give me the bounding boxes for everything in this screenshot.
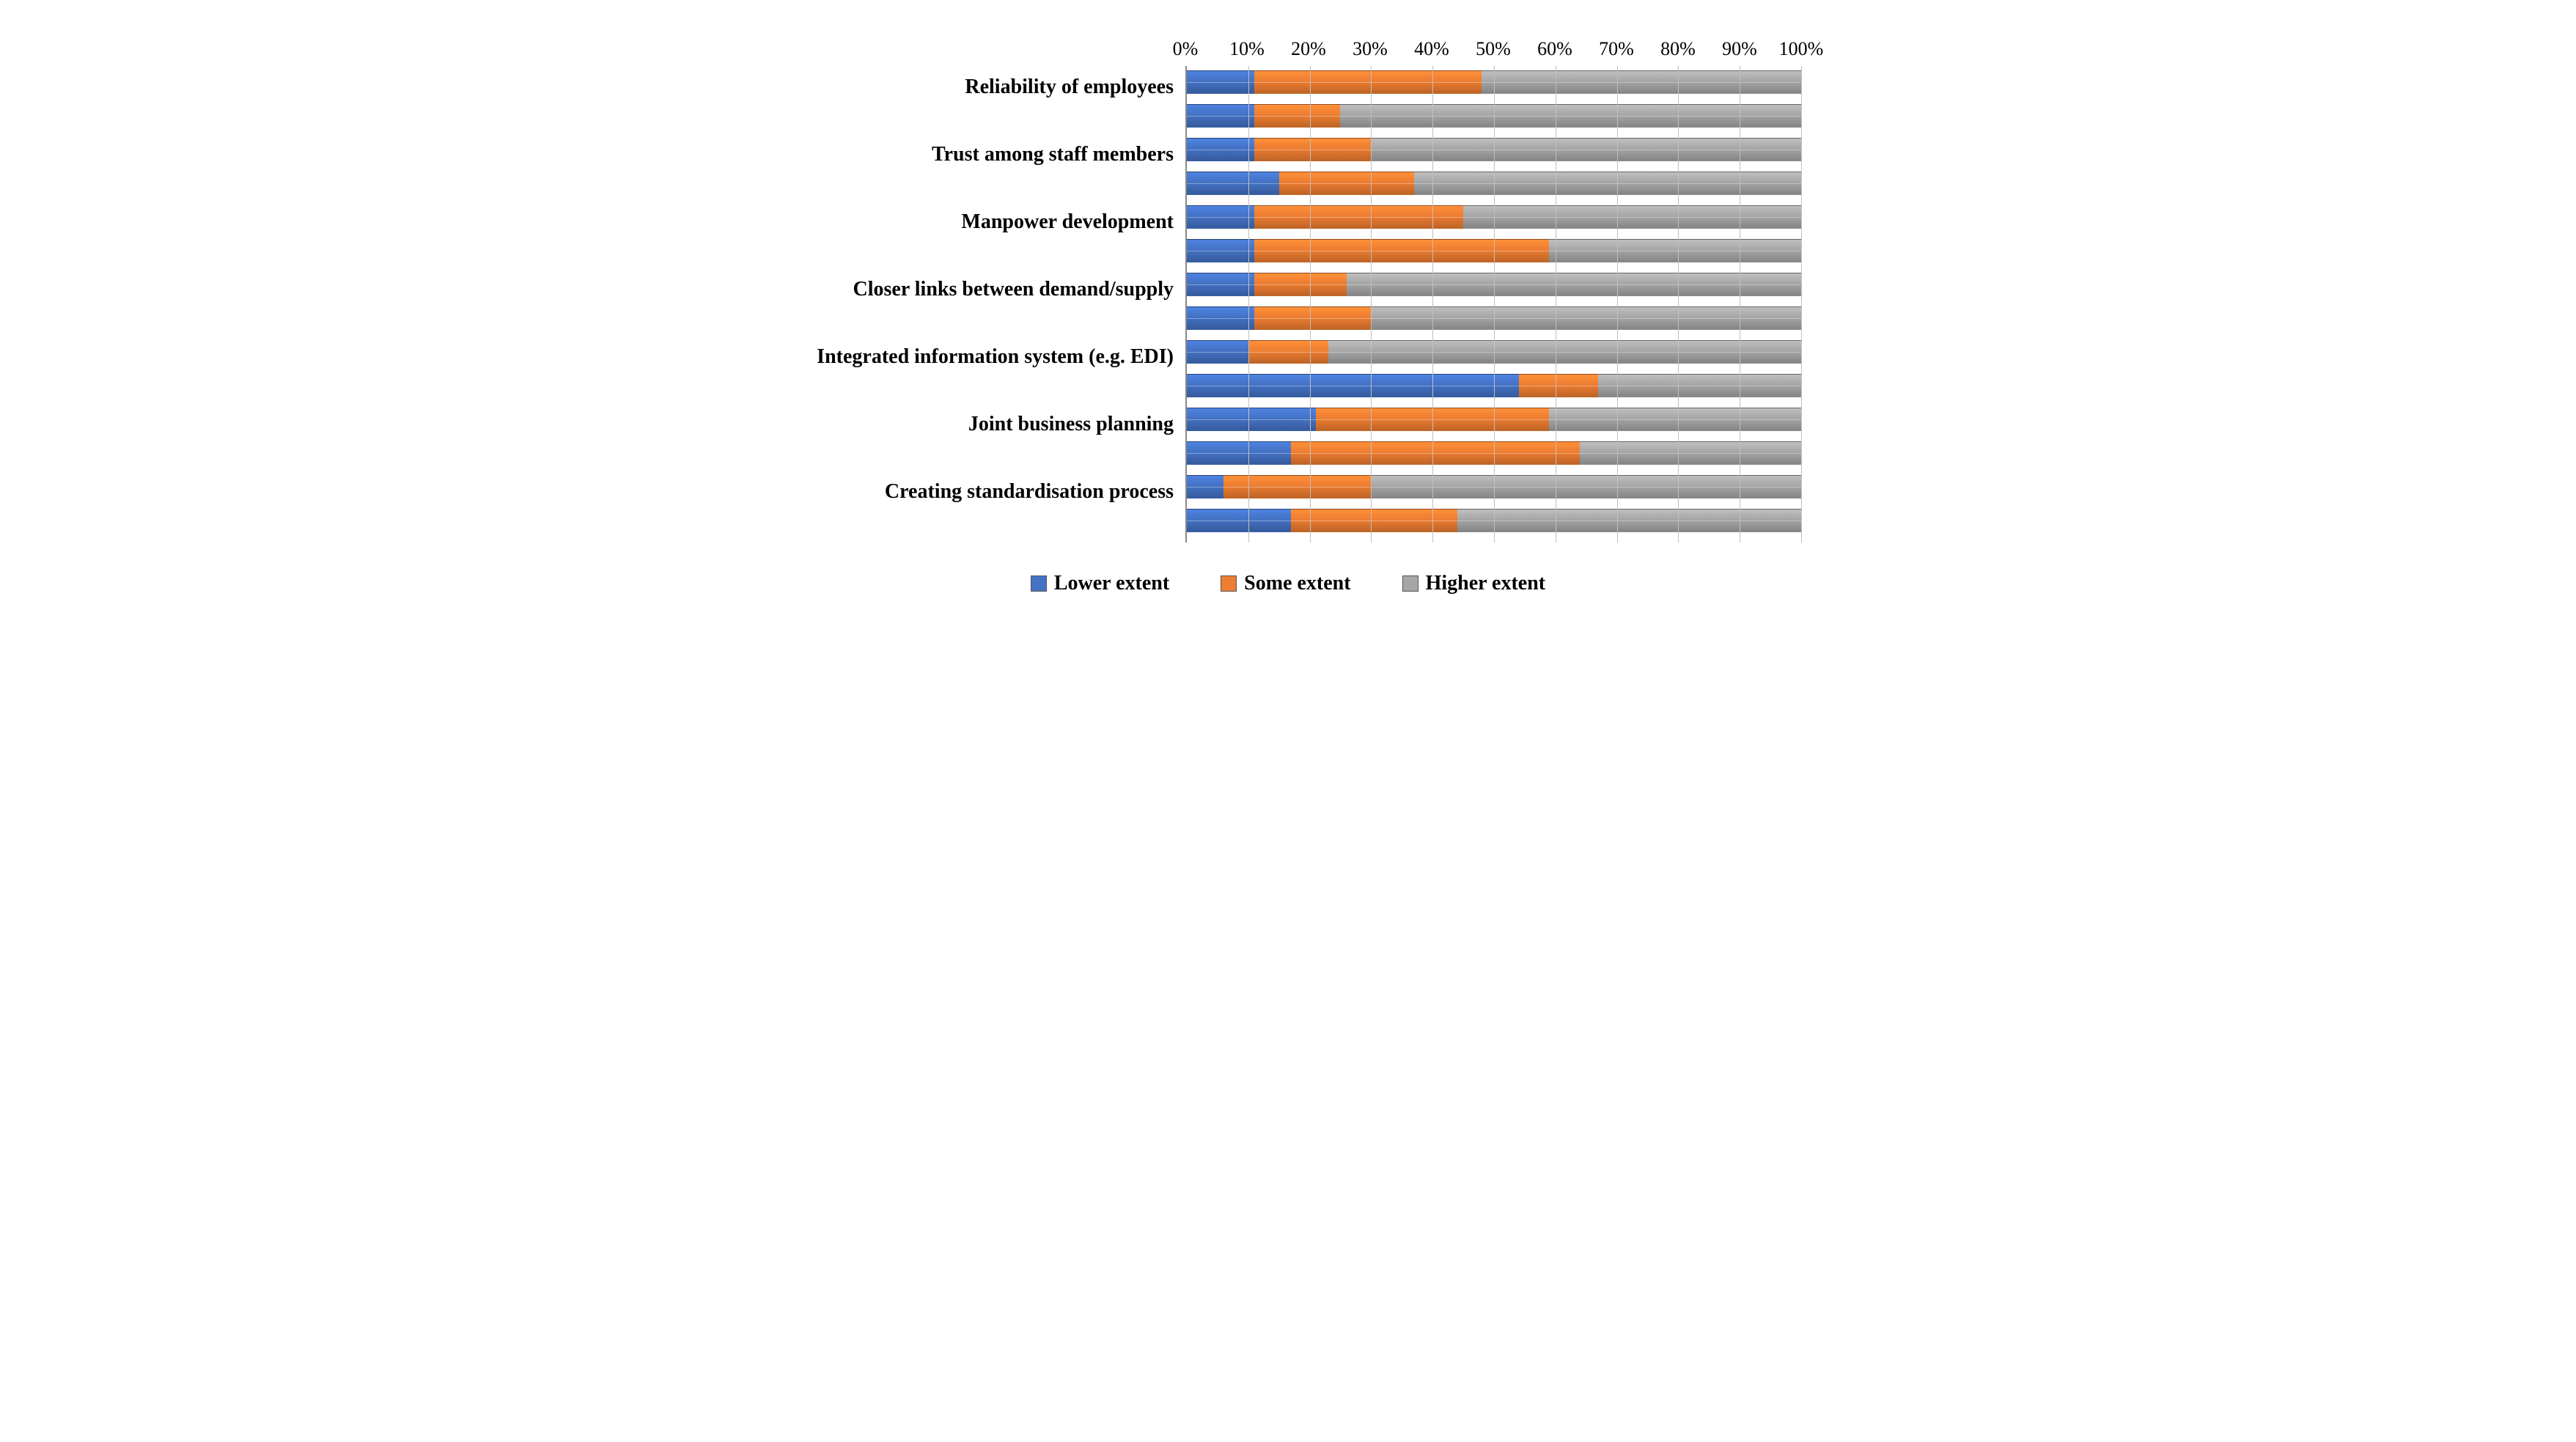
- gridline: [1432, 66, 1433, 542]
- bar-segment-higher: [1371, 138, 1801, 161]
- legend-item-some: Some extent: [1221, 572, 1350, 595]
- bar-segment-lower: [1187, 475, 1223, 499]
- legend-label-some: Some extent: [1244, 572, 1350, 595]
- stacked-bar-chart: 0%10%20%30%40%50%60%70%80%90%100% Reliab…: [775, 29, 1801, 595]
- category-label: Manpower development: [775, 205, 1185, 239]
- gridline: [1494, 66, 1495, 542]
- bar-segment-higher: [1371, 475, 1801, 499]
- bar-segment-higher: [1463, 205, 1801, 229]
- gridline: [1310, 66, 1311, 542]
- legend-swatch-some: [1221, 575, 1237, 592]
- y-axis-labels: Reliability of employees Trust among staf…: [775, 66, 1185, 542]
- bar-segment-higher: [1414, 172, 1801, 195]
- bar-segment-lower: [1187, 104, 1254, 128]
- x-axis: 0%10%20%30%40%50%60%70%80%90%100%: [775, 29, 1801, 66]
- legend-swatch-lower: [1031, 575, 1047, 592]
- gridline: [1248, 66, 1249, 542]
- bar-segment-lower: [1187, 239, 1254, 262]
- bar-segment-lower: [1187, 273, 1254, 296]
- bar-segment-lower: [1187, 340, 1248, 364]
- bar-segment-higher: [1371, 306, 1801, 330]
- category-label-blank: [775, 509, 1185, 542]
- bar-segment-lower: [1187, 172, 1279, 195]
- x-tick-label: 20%: [1291, 38, 1326, 60]
- bar-segment-some: [1519, 374, 1599, 397]
- bar-segment-higher: [1549, 239, 1801, 262]
- gridline: [1678, 66, 1679, 542]
- gridline: [1371, 66, 1372, 542]
- category-label: Integrated information system (e.g. EDI): [775, 340, 1185, 374]
- x-tick-label: 90%: [1722, 38, 1757, 60]
- bar-segment-lower: [1187, 70, 1254, 94]
- bar-segment-higher: [1549, 408, 1801, 431]
- legend-label-lower: Lower extent: [1054, 572, 1169, 595]
- bar-segment-higher: [1482, 70, 1801, 94]
- bar-segment-some: [1254, 239, 1549, 262]
- legend-item-higher: Higher extent: [1402, 572, 1546, 595]
- category-label-blank: [775, 172, 1185, 205]
- bar-segment-some: [1254, 306, 1371, 330]
- bar-segment-lower: [1187, 138, 1254, 161]
- x-tick-label: 30%: [1353, 38, 1388, 60]
- legend-label-higher: Higher extent: [1426, 572, 1546, 595]
- x-tick-label: 70%: [1599, 38, 1634, 60]
- x-tick-label: 60%: [1537, 38, 1572, 60]
- bar-segment-higher: [1580, 441, 1801, 465]
- bar-segment-lower: [1187, 205, 1254, 229]
- bar-segment-some: [1279, 172, 1414, 195]
- category-label: Reliability of employees: [775, 70, 1185, 104]
- plot-area: Reliability of employees Trust among staf…: [775, 66, 1801, 542]
- bar-segment-lower: [1187, 441, 1291, 465]
- x-tick-label: 80%: [1660, 38, 1696, 60]
- category-label: Closer links between demand/supply: [775, 273, 1185, 306]
- bar-segment-higher: [1457, 509, 1801, 532]
- bar-segment-some: [1248, 340, 1328, 364]
- bar-segment-lower: [1187, 374, 1519, 397]
- bars-area: [1185, 66, 1801, 542]
- bar-segment-higher: [1328, 340, 1801, 364]
- bar-segment-higher: [1598, 374, 1801, 397]
- bar-segment-some: [1254, 138, 1371, 161]
- legend-item-lower: Lower extent: [1031, 572, 1169, 595]
- bar-segment-some: [1254, 70, 1482, 94]
- legend-swatch-higher: [1402, 575, 1418, 592]
- bar-segment-some: [1223, 475, 1371, 499]
- x-tick-label: 100%: [1779, 38, 1824, 60]
- bar-segment-higher: [1340, 104, 1801, 128]
- x-tick-label: 40%: [1414, 38, 1449, 60]
- category-label-blank: [775, 306, 1185, 340]
- bar-segment-higher: [1347, 273, 1801, 296]
- x-tick-label: 10%: [1229, 38, 1265, 60]
- category-label: Creating standardisation process: [775, 475, 1185, 509]
- bar-segment-some: [1254, 104, 1340, 128]
- category-label: Trust among staff members: [775, 138, 1185, 172]
- category-label-blank: [775, 239, 1185, 273]
- gridline: [1801, 66, 1802, 542]
- x-tick-label: 0%: [1173, 38, 1199, 60]
- category-label-blank: [775, 374, 1185, 408]
- category-label-blank: [775, 104, 1185, 138]
- bar-segment-lower: [1187, 306, 1254, 330]
- bar-segment-lower: [1187, 509, 1291, 532]
- bar-segment-lower: [1187, 408, 1316, 431]
- x-axis-labels: 0%10%20%30%40%50%60%70%80%90%100%: [1185, 29, 1801, 66]
- x-tick-label: 50%: [1476, 38, 1511, 60]
- category-label: Joint business planning: [775, 408, 1185, 441]
- legend: Lower extent Some extent Higher extent: [775, 572, 1801, 595]
- bar-segment-some: [1254, 273, 1347, 296]
- gridline: [1617, 66, 1618, 542]
- bar-segment-some: [1291, 441, 1580, 465]
- category-label-blank: [775, 441, 1185, 475]
